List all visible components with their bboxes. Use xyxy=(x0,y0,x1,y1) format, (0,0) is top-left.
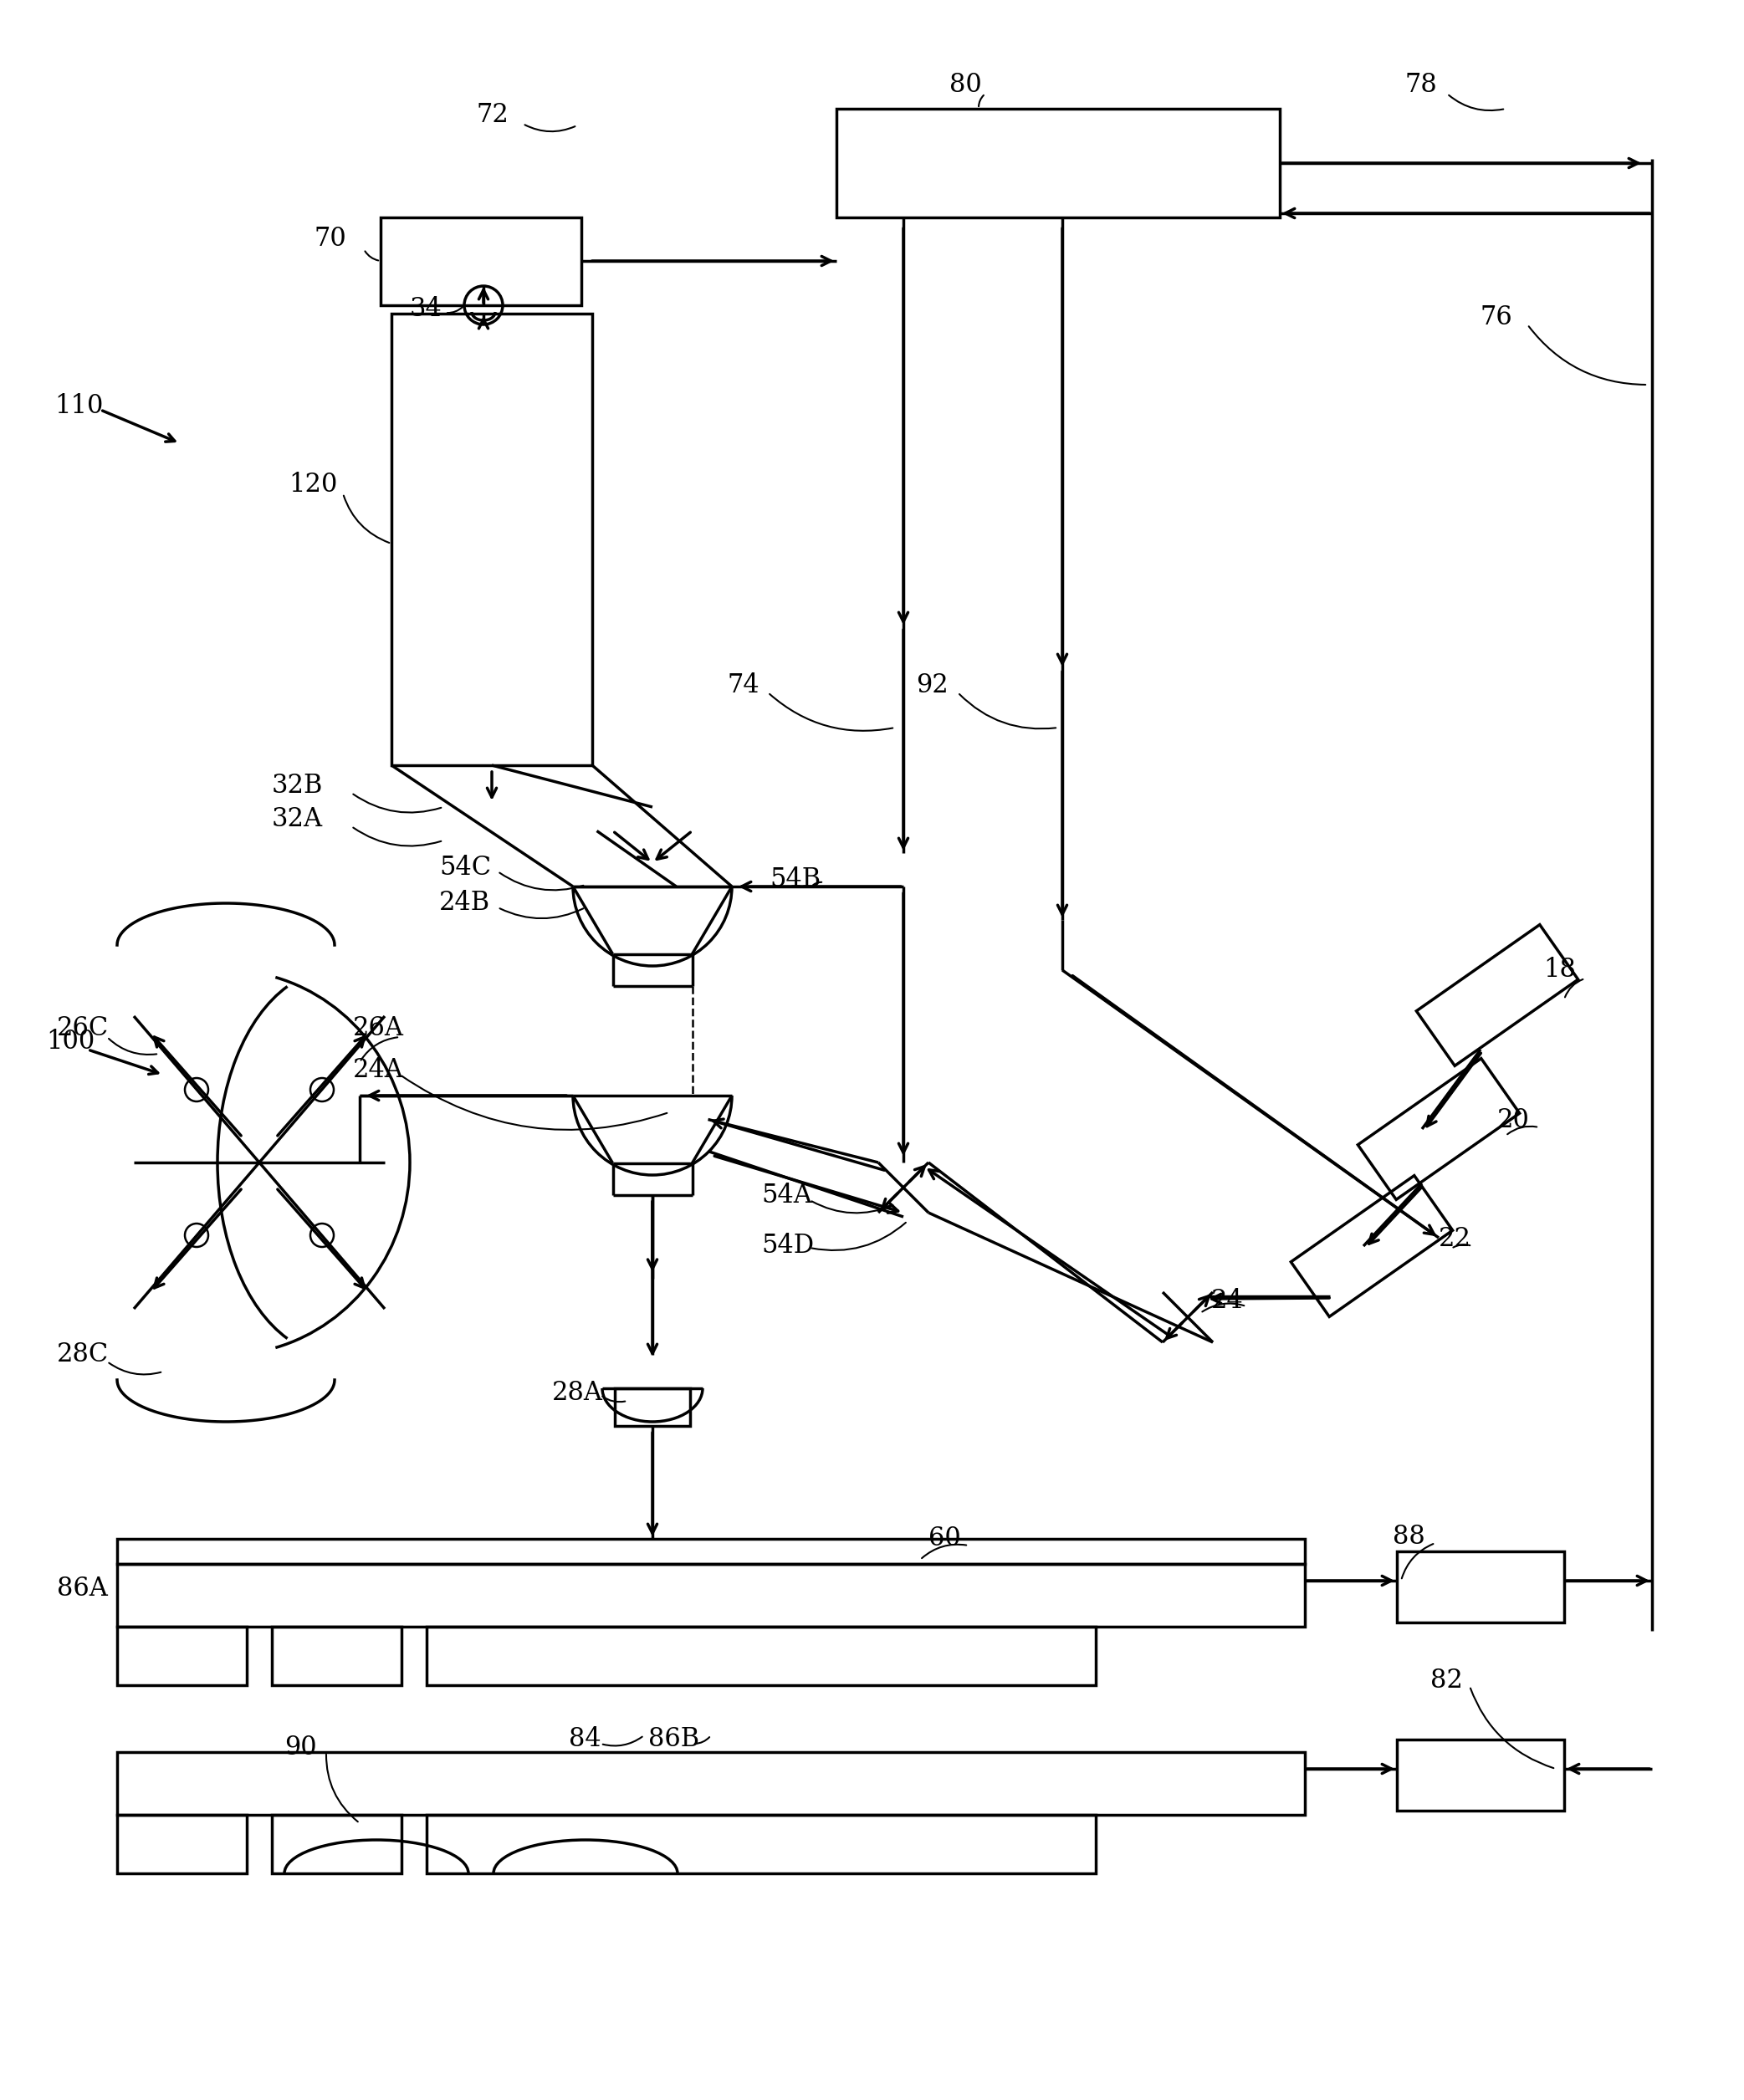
Bar xyxy=(117,1564,1305,1628)
Bar xyxy=(427,1814,1095,1873)
Text: 54C: 54C xyxy=(439,855,492,882)
Text: 80: 80 xyxy=(949,71,982,99)
Bar xyxy=(1359,1058,1519,1199)
Text: 74: 74 xyxy=(727,672,760,699)
Text: 32A: 32A xyxy=(272,806,323,832)
Text: 60: 60 xyxy=(928,1527,961,1552)
Text: 54D: 54D xyxy=(760,1233,814,1260)
Text: 26A: 26A xyxy=(352,1016,405,1042)
Text: 86A: 86A xyxy=(58,1575,108,1602)
Bar xyxy=(117,1814,246,1873)
Bar xyxy=(380,218,581,305)
Text: 24: 24 xyxy=(1210,1287,1243,1312)
Text: 54A: 54A xyxy=(760,1182,813,1210)
Text: 84: 84 xyxy=(569,1726,602,1754)
Text: 28A: 28A xyxy=(553,1380,603,1405)
Bar xyxy=(616,1388,691,1426)
Text: 76: 76 xyxy=(1481,304,1514,332)
Bar xyxy=(117,1751,1305,1814)
Text: 82: 82 xyxy=(1430,1667,1463,1695)
Text: 70: 70 xyxy=(314,225,345,252)
Bar xyxy=(837,109,1280,218)
Bar xyxy=(427,1628,1095,1684)
Text: 100: 100 xyxy=(45,1029,94,1054)
Text: 110: 110 xyxy=(54,393,103,418)
Bar xyxy=(272,1814,401,1873)
Text: 86B: 86B xyxy=(649,1726,699,1754)
Bar xyxy=(1416,924,1578,1067)
Text: 32B: 32B xyxy=(272,773,323,800)
Bar xyxy=(117,1628,246,1684)
Text: 120: 120 xyxy=(288,473,337,498)
Text: 92: 92 xyxy=(916,672,949,699)
Text: 34: 34 xyxy=(410,296,443,323)
Bar xyxy=(1397,1739,1564,1810)
Bar xyxy=(1397,1552,1564,1623)
Text: 22: 22 xyxy=(1439,1226,1472,1252)
Text: 78: 78 xyxy=(1406,71,1437,99)
Bar xyxy=(1291,1176,1453,1317)
Text: 24A: 24A xyxy=(352,1058,405,1084)
Text: 88: 88 xyxy=(1393,1525,1425,1550)
Bar xyxy=(391,313,593,764)
Text: 72: 72 xyxy=(476,103,509,128)
Bar xyxy=(117,1539,1305,1564)
Text: 26C: 26C xyxy=(58,1016,108,1042)
Text: 20: 20 xyxy=(1498,1107,1529,1134)
Text: 24B: 24B xyxy=(439,890,490,916)
Bar xyxy=(272,1628,401,1684)
Text: 18: 18 xyxy=(1543,958,1577,983)
Text: 90: 90 xyxy=(284,1735,317,1762)
Text: 28C: 28C xyxy=(58,1342,108,1367)
Text: 54B: 54B xyxy=(769,867,821,892)
